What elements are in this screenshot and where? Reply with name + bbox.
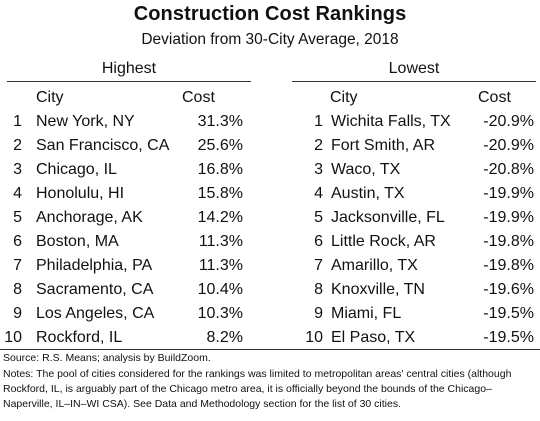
rank-cell: 10: [305, 329, 323, 346]
cost-cell: -20.8%: [483, 161, 534, 178]
lowest-table-row: 5 Jacksonville, FL -19.9%: [0, 206, 540, 230]
city-cell: Los Angeles, CA: [36, 305, 155, 322]
rank-cell: 8: [13, 281, 22, 298]
lowest-city-column-header: City: [330, 89, 358, 106]
highest-table-row: 2 San Francisco, CA 25.6%: [0, 134, 540, 158]
lowest-table-row: 4 Austin, TX -19.9%: [0, 182, 540, 206]
city-cell: Jacksonville, FL: [331, 209, 445, 226]
city-cell: Philadelphia, PA: [36, 257, 153, 274]
city-cell: Knoxville, TN: [331, 281, 425, 298]
rank-cell: 9: [13, 305, 22, 322]
highest-group-header: Highest: [7, 60, 251, 82]
rank-cell: 6: [314, 233, 323, 250]
cost-cell: 10.4%: [197, 281, 243, 298]
cost-cell: -19.5%: [483, 305, 534, 322]
highest-table-row: 8 Sacramento, CA 10.4%: [0, 278, 540, 302]
lowest-table-row: 6 Little Rock, AR -19.8%: [0, 230, 540, 254]
highest-cost-column-header: Cost: [182, 89, 215, 106]
city-cell: Little Rock, AR: [331, 233, 436, 250]
city-cell: Rockford, IL: [36, 329, 123, 346]
highest-table-row: 4 Honolulu, HI 15.8%: [0, 182, 540, 206]
highest-table-row: 1 New York, NY 31.3%: [0, 110, 540, 134]
cost-cell: -20.9%: [483, 137, 534, 154]
rank-cell: 2: [314, 137, 323, 154]
rank-cell: 8: [314, 281, 323, 298]
rank-cell: 5: [314, 209, 323, 226]
rank-cell: 4: [314, 185, 323, 202]
city-cell: Austin, TX: [331, 185, 405, 202]
city-cell: New York, NY: [36, 113, 135, 130]
rank-cell: 1: [314, 113, 323, 130]
rank-cell: 9: [314, 305, 323, 322]
cost-cell: -19.8%: [483, 233, 534, 250]
source-note: Source: R.S. Means; analysis by BuildZoo…: [3, 352, 211, 364]
lowest-cost-column-header: Cost: [478, 89, 511, 106]
lowest-table-row: 10 El Paso, TX -19.5%: [0, 326, 540, 350]
cost-cell: 14.2%: [197, 209, 243, 226]
rank-cell: 4: [13, 185, 22, 202]
rank-cell: 2: [13, 137, 22, 154]
lowest-table-row: 9 Miami, FL -19.5%: [0, 302, 540, 326]
cost-cell: 11.3%: [198, 257, 243, 274]
cost-cell: -19.9%: [483, 209, 534, 226]
methodology-notes: Notes: The pool of cities considered for…: [3, 368, 512, 410]
lowest-table-row: 7 Amarillo, TX -19.8%: [0, 254, 540, 278]
highest-table-row: 7 Philadelphia, PA 11.3%: [0, 254, 540, 278]
cost-cell: 8.2%: [206, 329, 243, 346]
lowest-table-row: 8 Knoxville, TN -19.6%: [0, 278, 540, 302]
city-cell: Honolulu, HI: [36, 185, 125, 202]
highest-table-row: 3 Chicago, IL 16.8%: [0, 158, 540, 182]
page-subtitle: Deviation from 30-City Average, 2018: [141, 31, 399, 48]
city-cell: Chicago, IL: [36, 161, 117, 178]
rank-cell: 1: [13, 113, 22, 130]
cost-cell: -19.8%: [483, 257, 534, 274]
lowest-table-row: 2 Fort Smith, AR -20.9%: [0, 134, 540, 158]
cost-cell: 11.3%: [198, 233, 243, 250]
rank-cell: 10: [4, 329, 22, 346]
city-cell: El Paso, TX: [331, 329, 416, 346]
rank-cell: 6: [13, 233, 22, 250]
rank-cell: 3: [314, 161, 323, 178]
cost-cell: -20.9%: [483, 113, 534, 130]
cost-cell: 15.8%: [197, 185, 243, 202]
city-cell: Miami, FL: [331, 305, 402, 322]
city-cell: Wichita Falls, TX: [331, 113, 451, 130]
cost-cell: -19.6%: [483, 281, 534, 298]
cost-cell: -19.5%: [483, 329, 534, 346]
lowest-table-row: 3 Waco, TX -20.8%: [0, 158, 540, 182]
lowest-table-row: 1 Wichita Falls, TX -20.9%: [0, 110, 540, 134]
city-cell: Amarillo, TX: [331, 257, 418, 274]
cost-cell: -19.9%: [483, 185, 534, 202]
highest-table-row: 5 Anchorage, AK 14.2%: [0, 206, 540, 230]
highest-table-row: 10 Rockford, IL 8.2%: [0, 326, 540, 350]
cost-cell: 25.6%: [197, 137, 243, 154]
rank-cell: 5: [13, 209, 22, 226]
cost-cell: 10.3%: [197, 305, 243, 322]
rank-cell: 7: [13, 257, 22, 274]
footer-divider: [0, 349, 540, 350]
cost-cell: 31.3%: [197, 113, 243, 130]
city-cell: Sacramento, CA: [36, 281, 154, 298]
page-title: Construction Cost Rankings: [133, 3, 407, 25]
lowest-group-header: Lowest: [292, 60, 536, 82]
cost-cell: 16.8%: [197, 161, 243, 178]
city-cell: Waco, TX: [331, 161, 401, 178]
rank-cell: 3: [13, 161, 22, 178]
highest-table-row: 6 Boston, MA 11.3%: [0, 230, 540, 254]
rank-cell: 7: [314, 257, 323, 274]
city-cell: Fort Smith, AR: [331, 137, 436, 154]
city-cell: Boston, MA: [36, 233, 119, 250]
city-cell: San Francisco, CA: [36, 137, 170, 154]
city-cell: Anchorage, AK: [36, 209, 143, 226]
highest-city-column-header: City: [36, 89, 64, 106]
highest-table-row: 9 Los Angeles, CA 10.3%: [0, 302, 540, 326]
